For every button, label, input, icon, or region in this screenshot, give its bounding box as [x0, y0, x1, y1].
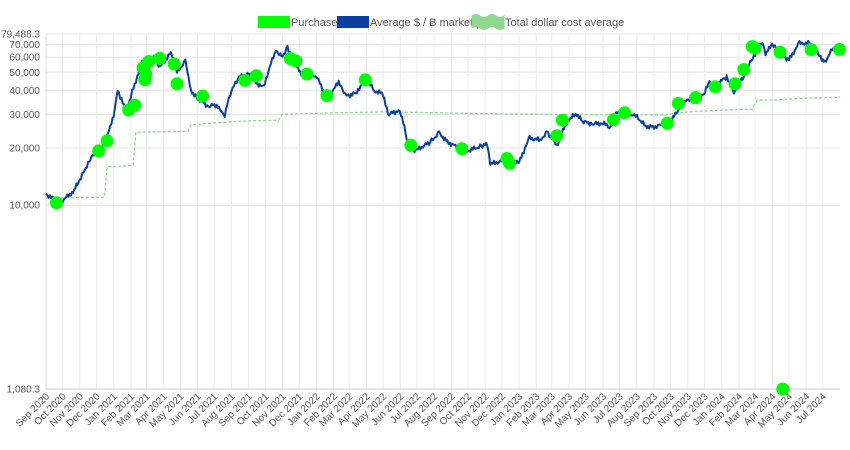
series-line-market-price	[45, 39, 840, 204]
purchase-point	[737, 63, 751, 76]
legend-swatch-1	[337, 16, 369, 28]
purchase-point	[300, 67, 314, 81]
purchase-point	[196, 89, 210, 103]
purchase-point	[773, 45, 787, 59]
purchase-point	[249, 69, 263, 83]
y-tick-label: 60,000	[9, 53, 40, 64]
purchase-point	[671, 96, 685, 110]
legend-label-0: Purchases	[291, 17, 343, 29]
purchase-markers	[50, 40, 846, 396]
purchase-point	[689, 91, 703, 105]
purchase-point	[455, 142, 469, 156]
legend-label-1: Average $ / Ƀ market price	[370, 17, 500, 29]
purchase-point	[708, 80, 722, 94]
y-tick-label: 20,000	[9, 143, 40, 154]
purchase-point	[289, 54, 303, 68]
purchase-point	[728, 77, 742, 91]
purchase-point	[170, 77, 184, 91]
purchase-point	[550, 129, 564, 143]
purchase-point	[238, 73, 252, 87]
purchase-point	[142, 55, 156, 68]
series-line-total-dollar-cost-average	[45, 96, 841, 199]
purchase-point	[607, 113, 620, 127]
purchase-point	[100, 134, 114, 148]
purchase-point	[404, 138, 418, 152]
purchase-point	[139, 68, 153, 81]
purchase-point	[832, 42, 846, 56]
legend: Purchases Average $ / Ƀ market price Total…	[258, 14, 624, 30]
purchase-point	[503, 156, 517, 170]
purchase-point	[153, 51, 167, 65]
series-layer	[45, 39, 841, 204]
purchase-point	[660, 116, 674, 130]
purchase-point	[320, 89, 334, 103]
purchase-point	[804, 43, 818, 57]
purchase-point	[128, 98, 142, 112]
purchase-point	[776, 382, 790, 396]
purchase-point	[167, 57, 181, 71]
y-tick-label: 40,000	[9, 86, 40, 97]
purchase-point	[618, 106, 632, 120]
y-tick-label: 30,000	[9, 110, 40, 121]
y-tick-label: 1,080.3	[7, 385, 41, 396]
purchase-point	[748, 41, 762, 55]
y-axis-ticks: 79,488.370,000 60,000 50,000 40,000 30,000 20…	[1, 30, 40, 396]
legend-label-2: Total dollar cost average	[505, 17, 624, 29]
y-tick-label: 50,000	[9, 68, 40, 79]
purchase-point	[555, 113, 569, 127]
purchase-point	[92, 144, 106, 158]
purchase-point	[50, 196, 63, 210]
y-tick-label: 79,488.3	[1, 30, 40, 41]
y-tick-label: 70,000	[9, 40, 40, 51]
grid	[45, 33, 840, 390]
purchase-point	[358, 73, 372, 87]
y-tick-label: 10,000	[9, 201, 40, 212]
legend-swatch-2	[471, 14, 505, 30]
legend-swatch-0	[258, 16, 290, 28]
